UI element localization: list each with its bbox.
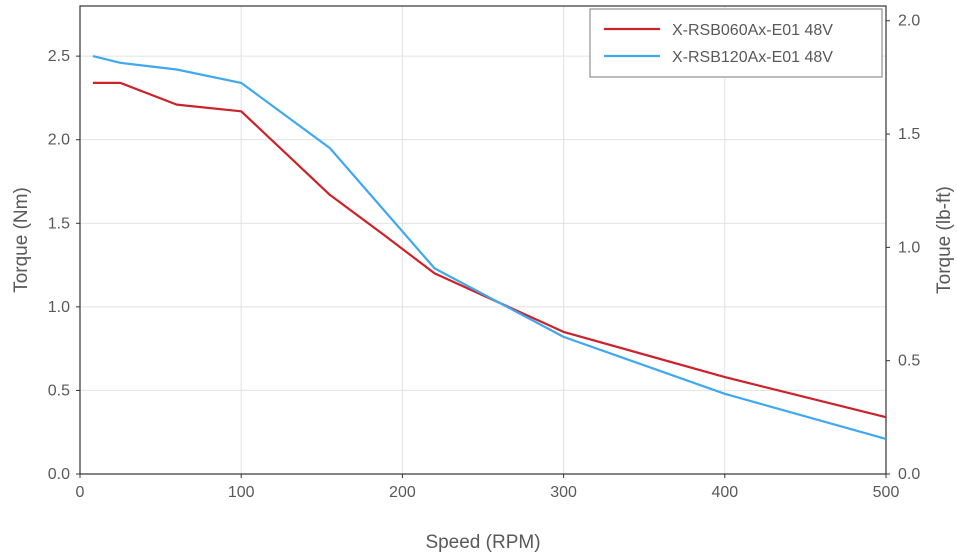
y-tick-label: 0.0 (48, 466, 70, 483)
y-tick-label: 2.5 (48, 48, 70, 65)
legend-box (589, 8, 883, 78)
legend-label-series-2: X-RSB120Ax-E01 48V (672, 49, 833, 66)
tick-labels: 0 100 200 300 400 5000.00.51.01.52.02.50.00.5… (48, 13, 921, 501)
y2-tick-label: 1.5 (898, 126, 920, 143)
series-line-2 (92, 55, 887, 440)
x-tick-label: 400 (711, 484, 738, 501)
y2-tick-label: 2.0 (898, 13, 920, 30)
y-tick-label: 1.0 (48, 299, 70, 316)
y2-tick-label: 1.0 (898, 239, 920, 256)
x-tick-label: 200 (389, 484, 416, 501)
legend-label-series-1: X-RSB060Ax-E01 48V (672, 22, 833, 39)
series-layer (92, 55, 887, 440)
x-tick-label: 500 (873, 484, 900, 501)
x-axis-title: Speed (RPM) (425, 532, 540, 553)
y-tick-label: 1.5 (48, 215, 70, 232)
legend: X-RSB060Ax-E01 48V X-RSB120Ax-E01 48V (589, 8, 883, 78)
y-tick-label: 0.5 (48, 382, 70, 399)
y2-axis-title: Torque (lb-ft) (934, 186, 955, 294)
y2-tick-label: 0.0 (898, 466, 920, 483)
x-tick-label: 300 (550, 484, 577, 501)
y-tick-label: 2.0 (48, 132, 70, 149)
x-tick-label: 0 (76, 484, 85, 501)
y2-tick-label: 0.5 (898, 353, 920, 370)
x-tick-label: 100 (228, 484, 255, 501)
series-line-1 (92, 81, 887, 419)
y-axis-title: Torque (Nm) (11, 187, 32, 293)
plot-frame (79, 5, 887, 475)
